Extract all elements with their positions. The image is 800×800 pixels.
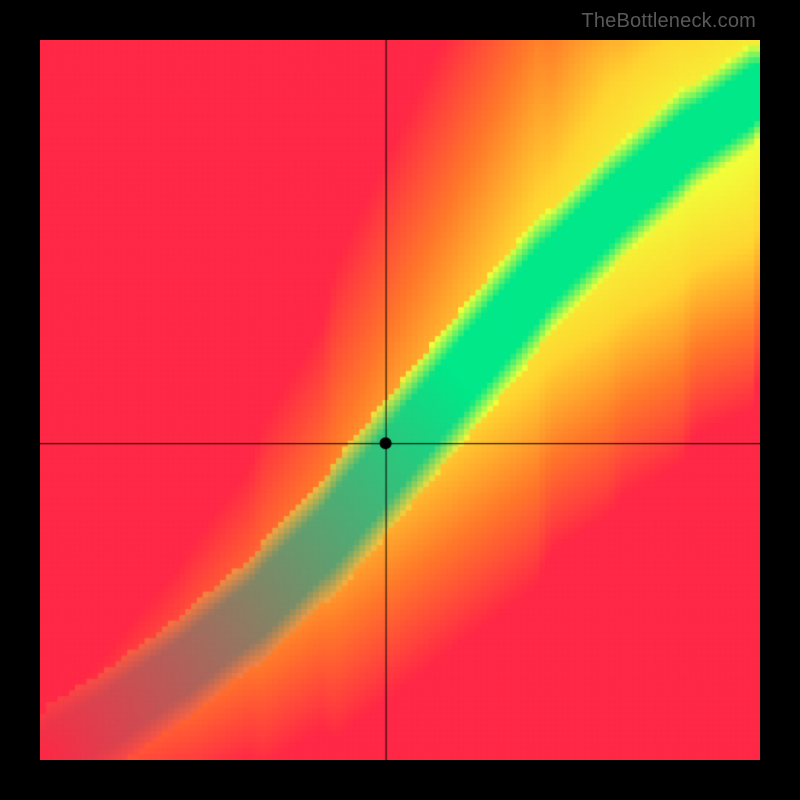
watermark-text: TheBottleneck.com — [581, 10, 756, 33]
bottleneck-heatmap — [40, 40, 760, 760]
chart-container: TheBottleneck.com — [0, 0, 800, 800]
